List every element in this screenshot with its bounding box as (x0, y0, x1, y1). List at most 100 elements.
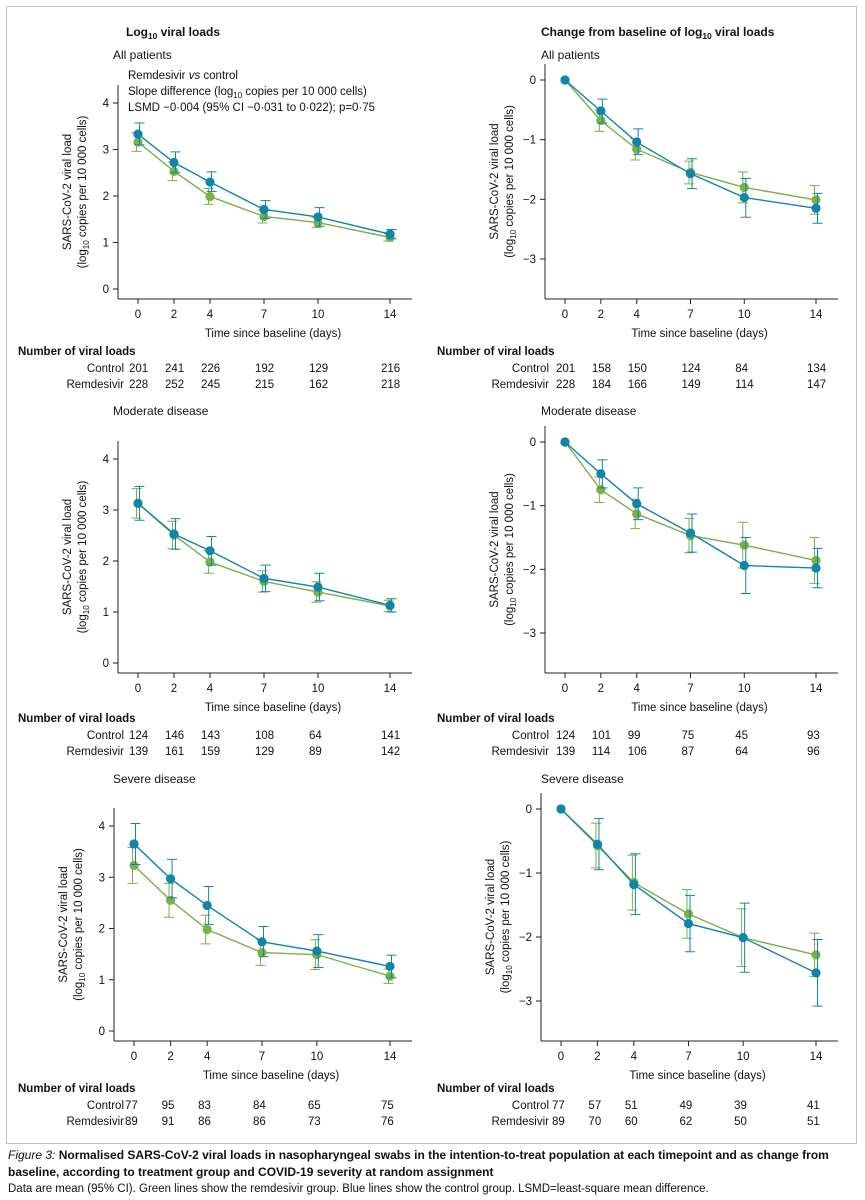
count-value-remdesivir: 106 (627, 746, 647, 758)
data-point-remdesivir (202, 924, 212, 935)
y-tick-label: 0 (99, 1026, 105, 1038)
data-point-control (259, 204, 269, 215)
data-point-remdesivir (811, 555, 821, 566)
x-axis-label: Time since baseline (days) (205, 702, 342, 714)
series-line-control (560, 808, 817, 974)
series-line-control (564, 79, 817, 209)
count-value-control: 124 (129, 730, 149, 742)
count-value-remdesivir: 159 (201, 746, 221, 758)
count-value-control: 150 (627, 363, 647, 375)
count-value-remdesivir: 89 (309, 746, 322, 758)
series-remdesivir (560, 75, 821, 215)
count-value-control: 216 (381, 363, 401, 375)
count-value-remdesivir: 73 (307, 1116, 321, 1128)
count-value-control: 241 (165, 363, 185, 375)
count-value-control: 65 (307, 1100, 321, 1112)
count-value-control: 192 (255, 363, 275, 375)
data-point-control (739, 192, 749, 203)
caption-title: Figure 3: Normalised SARS-CoV-2 viral lo… (8, 1147, 858, 1181)
data-point-control (560, 437, 570, 447)
count-value-remdesivir: 96 (807, 746, 820, 758)
x-tick-label: 0 (562, 309, 568, 321)
count-value-remdesivir: 162 (309, 379, 329, 391)
x-tick-label: 0 (135, 309, 141, 321)
count-value-control: 129 (309, 363, 329, 375)
y-tick-label: 0 (530, 437, 536, 449)
x-axis-label: Time since baseline (days) (631, 328, 768, 340)
figure-note: Data are mean (95% CI). Green lines show… (8, 1183, 709, 1195)
y-axis-label-line2: (log10 copies per 10 000 cells) (73, 848, 87, 1001)
count-value-control: 57 (588, 1100, 602, 1112)
count-value-control: 64 (309, 730, 322, 742)
chart-panel-1: All patients 0 1 2 3 4 0 2 4 7 10 14 Time since base… (62, 48, 412, 340)
data-point-remdesivir (169, 166, 179, 176)
y-axis-label: SARS-CoV-2 viral load(log10 copies per 1… (58, 848, 87, 1001)
counts-row-label-remdesivir: Remdesivir (66, 1116, 124, 1128)
x-tick-label: 10 (738, 309, 751, 321)
x-tick-label: 0 (131, 1051, 137, 1063)
count-value-remdesivir: 142 (381, 746, 401, 758)
y-tick-label: −3 (523, 628, 536, 640)
x-tick-label: 7 (259, 1051, 265, 1063)
y-tick-label: −2 (519, 932, 532, 944)
count-value-remdesivir: 64 (735, 746, 749, 758)
counts-header: Number of viral loads (437, 713, 555, 725)
count-value-control: 41 (807, 1100, 820, 1112)
x-tick-label: 7 (261, 309, 267, 321)
count-value-remdesivir: 87 (681, 746, 695, 758)
count-value-control: 75 (381, 1100, 394, 1112)
y-axis-label-line2: (log10 copies per 10 000 cells) (504, 105, 518, 258)
count-value-remdesivir: 60 (624, 1116, 638, 1128)
y-axis-label-line2: (log10 copies per 10 000 cells) (77, 115, 91, 268)
counts-header: Number of viral loads (18, 713, 136, 725)
y-tick-label: −3 (523, 254, 536, 266)
count-value-remdesivir: 245 (201, 379, 221, 391)
data-point-control (596, 106, 606, 116)
x-tick-label: 0 (558, 1051, 564, 1063)
data-point-remdesivir (205, 557, 215, 567)
x-tick-label: 0 (135, 683, 141, 695)
figure-title: Normalised SARS-CoV-2 viral loads in nas… (8, 1148, 829, 1179)
count-value-remdesivir: 218 (381, 379, 401, 391)
data-point-control (811, 968, 821, 978)
data-point-remdesivir (811, 195, 821, 205)
x-tick-label: 2 (594, 1051, 600, 1063)
counts-header: Number of viral loads (18, 346, 136, 358)
panel-subtitle: Moderate disease (541, 404, 637, 418)
data-point-control (133, 498, 143, 508)
count-value-control: 45 (735, 730, 749, 742)
panel-subtitle: All patients (541, 48, 600, 62)
x-tick-label: 7 (687, 309, 693, 321)
count-value-control: 39 (734, 1100, 747, 1112)
y-tick-label: 2 (103, 556, 109, 568)
data-point-control (312, 946, 322, 956)
count-value-remdesivir: 114 (591, 746, 611, 758)
counts-header: Number of viral loads (18, 1083, 136, 1095)
count-value-control: 201 (129, 363, 149, 375)
data-point-remdesivir (811, 950, 821, 960)
data-point-control (632, 137, 642, 147)
count-value-remdesivir: 50 (734, 1116, 747, 1128)
data-point-control (592, 839, 603, 849)
count-value-control: 49 (679, 1100, 693, 1112)
x-tick-label: 4 (631, 1051, 638, 1063)
x-tick-label: 10 (312, 683, 325, 695)
y-axis-label: SARS-CoV-2 viral load(log10 copies per 1… (489, 105, 518, 258)
counts-row-label-control: Control (511, 1100, 549, 1112)
data-point-control (739, 560, 749, 571)
data-point-remdesivir (739, 182, 749, 192)
annotation-line3: LSMD −0·004 (95% CI −0·031 to 0·022); p=… (128, 102, 375, 114)
x-tick-label: 10 (737, 1051, 750, 1063)
count-value-control: 134 (807, 363, 827, 375)
y-tick-label: −2 (523, 194, 536, 206)
count-value-remdesivir: 62 (679, 1116, 693, 1128)
y-tick-label: 4 (103, 98, 110, 110)
y-axis-label: SARS-CoV-2 viral load(log10 copies per 1… (62, 480, 91, 633)
count-value-control: 51 (624, 1100, 638, 1112)
data-point-remdesivir (385, 971, 395, 981)
y-axis-label-line2: (log10 copies per 10 000 cells) (504, 473, 518, 626)
data-point-control (129, 839, 139, 849)
data-point-control (685, 169, 696, 179)
x-tick-label: 4 (207, 309, 214, 321)
counts-header: Number of viral loads (437, 346, 555, 358)
